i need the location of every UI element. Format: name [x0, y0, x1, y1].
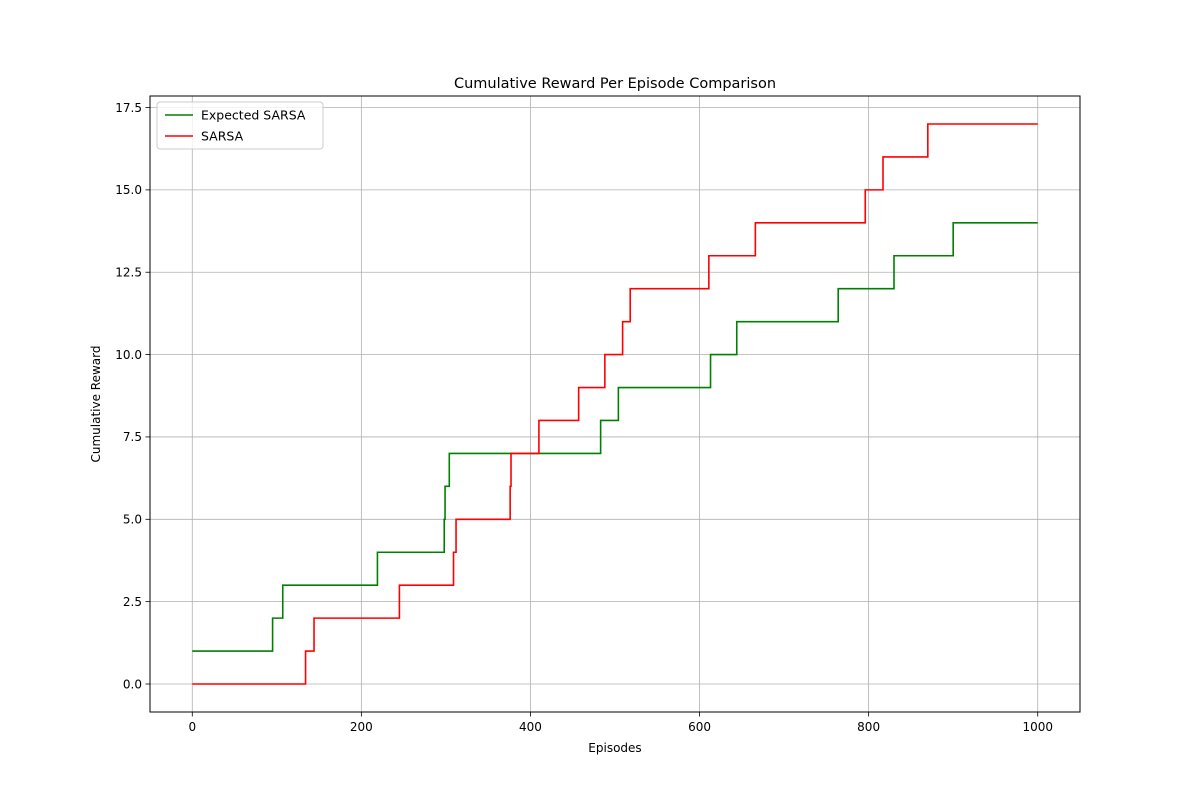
- tick-layer: 0 200 400 600 800 1000 0.0 2.5 5.0 7.5 10.0 12.5 15.…: [115, 101, 1053, 734]
- y-axis-label: Cumulative Reward: [89, 346, 103, 463]
- x-tick-label: 600: [688, 720, 711, 734]
- plot-frame: [149, 95, 1081, 713]
- x-tick-label: 400: [519, 720, 542, 734]
- x-tick-label: 1000: [1022, 720, 1053, 734]
- x-tick-label: 0: [188, 720, 196, 734]
- y-tick-label: 17.5: [115, 101, 142, 115]
- y-tick-label: 15.0: [115, 183, 142, 197]
- x-axis-label: Episodes: [588, 741, 641, 755]
- chart-title: Cumulative Reward Per Episode Comparison: [454, 76, 776, 92]
- y-tick-label: 12.5: [115, 266, 142, 280]
- x-tick-label: 800: [857, 720, 880, 734]
- x-tick-label: 200: [350, 720, 373, 734]
- legend-entry: Expected SARSA: [201, 108, 306, 123]
- legend-box: [156, 101, 324, 150]
- y-tick-label: 2.5: [123, 595, 142, 609]
- y-tick-label: 7.5: [123, 430, 142, 444]
- series-line-1: [192, 123, 1038, 685]
- series-layer: [192, 123, 1038, 685]
- y-tick-label: 5.0: [123, 513, 142, 527]
- legend-entry: SARSA: [201, 129, 244, 144]
- y-tick-label: 10.0: [115, 348, 142, 362]
- legend: Expected SARSA SARSA: [156, 101, 324, 150]
- y-tick-label: 0.0: [123, 677, 142, 691]
- series-line-0: [192, 222, 1038, 652]
